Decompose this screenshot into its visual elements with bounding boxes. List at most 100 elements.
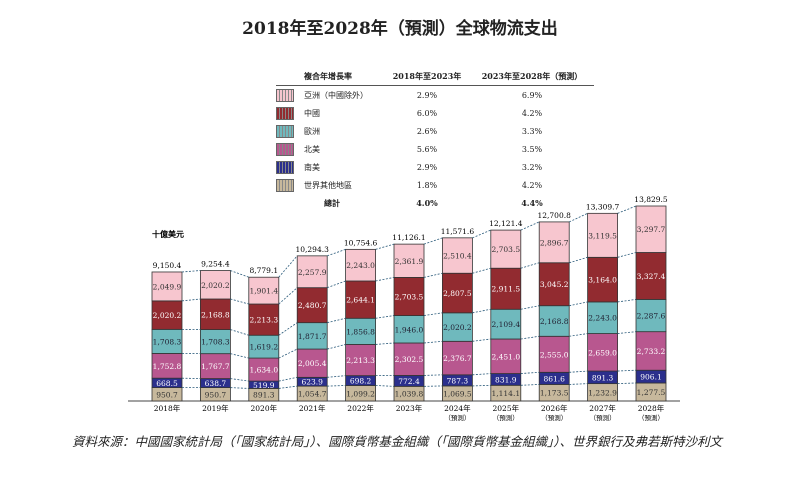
stacked-bar-chart: 十億美元 950.7 668.5 1,752.8 1,708.3 2,020.2 2,049… — [128, 195, 680, 422]
connector-line — [181, 270, 201, 273]
header-period-2: 2023年至2028年（預測） — [481, 71, 583, 81]
connector-line — [617, 205, 637, 214]
x-tick-label: 2021年 — [299, 403, 326, 413]
segment-label: 3,119.5 — [588, 231, 617, 240]
legend-label: 世界其他地區 — [304, 180, 352, 190]
segment-label: 906.1 — [640, 373, 661, 382]
bar-segment — [345, 248, 377, 282]
segment-label: 1,619.2 — [249, 343, 278, 352]
segment-label: 2,243.0 — [346, 261, 375, 270]
legend-swatch — [276, 142, 294, 156]
legend-cagr-1: 2.9% — [416, 90, 438, 100]
segment-label: 3,327.4 — [637, 272, 666, 281]
connector-line — [569, 212, 588, 223]
segment-label: 1,856.8 — [346, 327, 375, 336]
segment-label: 1,708.3 — [201, 338, 230, 347]
segment-label: 2,911.5 — [491, 285, 520, 294]
y-unit-label: 十億美元 — [152, 229, 184, 239]
segment-label: 2,020.2 — [153, 311, 182, 320]
segment-label: 2,896.7 — [540, 238, 569, 247]
connector-line — [230, 270, 249, 278]
legend-swatch — [276, 88, 294, 102]
bar-segment — [345, 317, 377, 345]
segment-label: 3,297.7 — [637, 225, 666, 234]
legend-row: 歐洲 2.6% 3.3% — [276, 122, 594, 140]
segment-label: 950.7 — [205, 390, 227, 399]
bar-segment — [587, 256, 618, 303]
connector-line — [472, 338, 491, 342]
segment-label: 2,020.2 — [201, 281, 230, 290]
x-tick-label: 2018年 — [154, 403, 181, 413]
legend-cagr-2: 6.9% — [521, 90, 543, 100]
connector-line — [278, 322, 298, 336]
total-label: 8,779.1 — [249, 266, 278, 275]
segment-label: 2,644.1 — [346, 296, 375, 305]
segment-label: 772.4 — [398, 377, 420, 386]
segment-label: 1,114.1 — [491, 389, 520, 398]
connector-line — [278, 376, 298, 382]
legend-cagr-2: 4.2% — [521, 108, 543, 118]
x-tick-label: 2028年 — [638, 403, 665, 413]
total-label: 11,126.1 — [392, 233, 425, 242]
chart-title: 2018年至2028年（預測）全球物流支出 — [242, 19, 558, 39]
connector-line — [278, 348, 298, 359]
segment-label: 1,767.7 — [201, 362, 230, 371]
total-label: 9,150.4 — [153, 261, 182, 270]
legend-cagr-2: 3.3% — [521, 126, 543, 136]
connector-line — [230, 387, 249, 389]
segment-label: 3,164.0 — [588, 276, 617, 285]
legend-cagr-1: 6.0% — [416, 108, 438, 118]
total-label: 11,571.6 — [441, 227, 475, 236]
connector-line — [327, 344, 346, 350]
bar-segment — [296, 322, 328, 350]
segment-label: 2,302.5 — [395, 355, 424, 364]
x-tick-label: 2025年 — [493, 403, 520, 413]
connector-line — [423, 374, 443, 376]
x-tick-label: 2024年 — [444, 403, 471, 413]
connector-line — [423, 272, 443, 278]
bar-segment — [199, 329, 231, 355]
header-period-1: 2018年至2023年 — [392, 71, 462, 81]
segment-label: 668.5 — [156, 379, 178, 388]
total-cagr-1: 4.0% — [416, 198, 438, 208]
segment-label: 891.3 — [253, 391, 275, 400]
bar-segment — [151, 300, 183, 330]
connector-line — [375, 315, 395, 319]
bar-segment — [441, 237, 473, 274]
bar-segment — [635, 331, 667, 371]
total-cagr-2: 4.4% — [521, 198, 543, 208]
legend-row: 北美 5.6% 3.5% — [276, 140, 594, 158]
connector-line — [230, 298, 249, 305]
legend-label: 歐洲 — [304, 126, 320, 136]
bar-segment — [296, 255, 328, 289]
connector-line — [569, 301, 588, 307]
segment-label: 2,480.7 — [298, 301, 327, 310]
connector-line — [520, 335, 540, 340]
forecast-note: （預測） — [638, 413, 664, 422]
total-label: 總計 — [324, 197, 340, 208]
connector-line — [569, 256, 588, 264]
header-cagr: 複合年增長率 — [304, 71, 352, 81]
legend-label: 南美 — [304, 162, 320, 172]
segment-label: 2,257.9 — [298, 268, 327, 277]
segment-label: 2,287.6 — [637, 312, 666, 321]
segment-label: 638.7 — [205, 379, 227, 388]
legend-header: 複合年增長率 2018年至2023年 2023年至2028年（預測） — [276, 71, 594, 86]
connector-line — [230, 329, 249, 336]
connector-line — [230, 378, 249, 382]
connector-line — [472, 267, 491, 274]
forecast-note: （預測） — [444, 413, 470, 422]
segment-label: 2,168.8 — [201, 310, 230, 319]
segment-label: 1,069.5 — [443, 389, 472, 398]
segment-label: 2,510.4 — [443, 252, 472, 261]
legend-swatch — [276, 178, 294, 192]
bar-segment — [635, 252, 667, 300]
segment-label: 698.2 — [350, 377, 372, 386]
bar-segment — [441, 312, 473, 342]
x-tick-label: 2022年 — [347, 403, 374, 413]
connector-line — [278, 385, 298, 389]
bar-segment — [248, 276, 280, 305]
x-tick-label: 2020年 — [251, 403, 278, 413]
x-tick-label: 2026年 — [541, 403, 568, 413]
bar-segment — [151, 271, 183, 302]
